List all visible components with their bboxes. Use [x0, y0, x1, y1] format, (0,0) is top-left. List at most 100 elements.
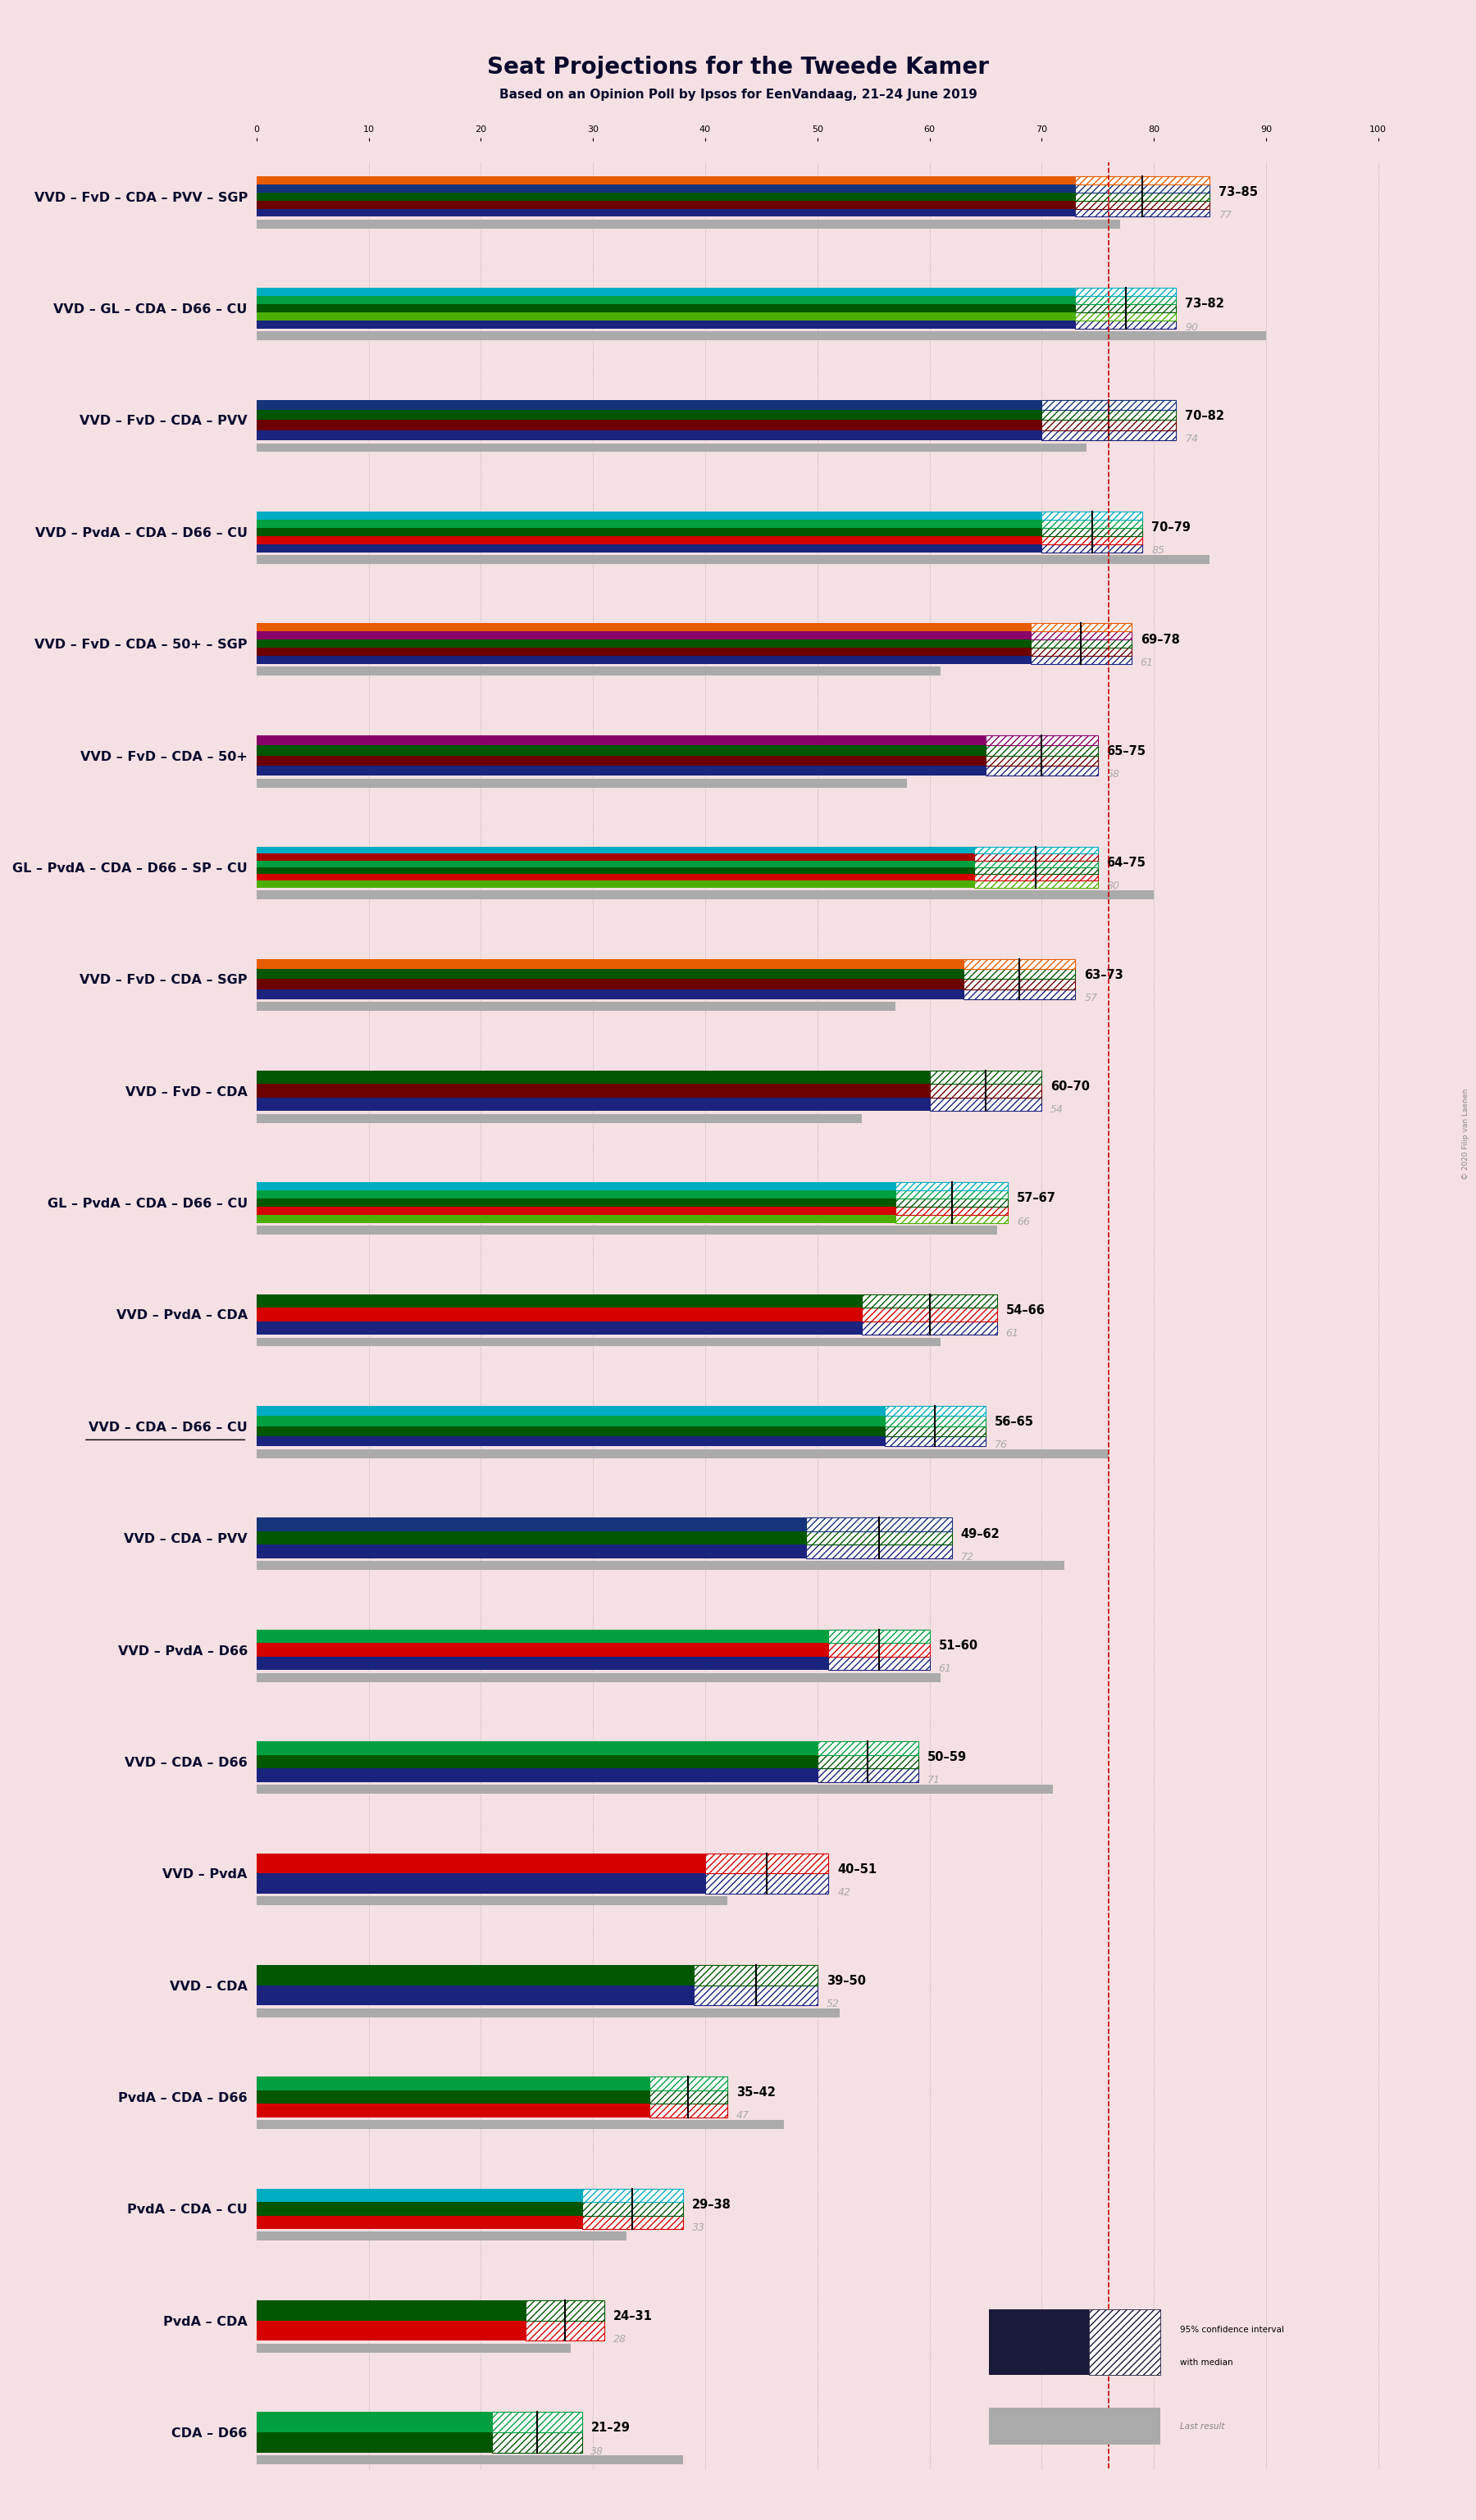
Bar	[257, 1872, 706, 1893]
Text: 85: 85	[1151, 544, 1165, 557]
Bar	[257, 1986, 694, 2006]
Bar	[974, 847, 1098, 854]
Text: 21–29: 21–29	[590, 2422, 630, 2434]
Text: 69–78: 69–78	[1141, 633, 1179, 645]
Bar	[257, 1215, 896, 1222]
Text: 70–79: 70–79	[1151, 522, 1191, 534]
Bar	[257, 512, 1042, 519]
Bar	[257, 2119, 784, 2129]
Bar	[989, 2308, 1089, 2374]
Bar	[862, 1295, 996, 1308]
Bar	[257, 2008, 840, 2016]
Bar	[818, 1769, 918, 1782]
Text: 90: 90	[1185, 323, 1199, 333]
Text: 35–42: 35–42	[737, 2087, 776, 2099]
Bar	[257, 867, 974, 874]
Bar	[257, 184, 1076, 192]
Bar	[257, 320, 1076, 328]
Bar	[862, 1320, 996, 1336]
Bar	[818, 1741, 918, 1754]
Bar	[986, 766, 1098, 776]
Bar	[1042, 421, 1176, 431]
Bar	[257, 655, 1030, 663]
Bar	[806, 1545, 952, 1557]
Bar	[257, 287, 1076, 297]
Bar	[896, 1189, 1008, 1200]
Text: 57: 57	[1085, 993, 1097, 1003]
Bar	[964, 968, 1076, 980]
Bar	[257, 1308, 862, 1320]
Bar	[884, 1416, 986, 1426]
Bar	[257, 330, 1266, 340]
Bar	[257, 554, 1210, 564]
Bar	[525, 2301, 604, 2321]
Bar	[257, 297, 1076, 305]
Bar	[1076, 184, 1210, 192]
Bar	[1030, 655, 1132, 663]
Bar	[257, 1545, 806, 1557]
Bar	[896, 1207, 1008, 1215]
Bar	[257, 1784, 1052, 1794]
Bar	[828, 1643, 930, 1656]
Bar	[649, 2089, 728, 2104]
Bar	[257, 202, 1076, 209]
Bar	[257, 1436, 884, 1446]
Bar	[257, 2233, 627, 2240]
Bar	[974, 854, 1098, 859]
Text: 65–75: 65–75	[1107, 746, 1145, 759]
Text: 40–51: 40–51	[837, 1862, 877, 1875]
Bar	[257, 1517, 806, 1532]
Bar	[828, 1630, 930, 1643]
Text: 28: 28	[613, 2334, 626, 2344]
Text: Seat Projections for the Tweede Kamer: Seat Projections for the Tweede Kamer	[487, 55, 989, 78]
Bar	[257, 990, 964, 1000]
Bar	[257, 1852, 706, 1872]
Bar	[257, 312, 1076, 320]
Bar	[1076, 305, 1176, 312]
Bar	[257, 622, 1030, 633]
Text: 47: 47	[737, 2112, 750, 2122]
Bar	[257, 854, 974, 859]
Bar	[257, 968, 964, 980]
Text: 29–38: 29–38	[692, 2197, 731, 2210]
Text: 51–60: 51–60	[939, 1641, 979, 1651]
Bar	[986, 746, 1098, 756]
Bar	[818, 1754, 918, 1769]
Bar	[1042, 431, 1176, 441]
Text: 42: 42	[837, 1887, 850, 1898]
Bar	[257, 1560, 1064, 1570]
Bar	[1076, 320, 1176, 328]
Bar	[257, 1295, 862, 1308]
Bar	[257, 648, 1030, 655]
Text: 38: 38	[590, 2447, 604, 2457]
Text: Based on an Opinion Poll by Ipsos for EenVandaag, 21–24 June 2019: Based on an Opinion Poll by Ipsos for Ee…	[499, 88, 977, 101]
Bar	[884, 1406, 986, 1416]
Bar	[582, 2202, 683, 2215]
Bar	[1076, 202, 1210, 209]
Bar	[525, 2321, 604, 2341]
Bar	[257, 411, 1042, 421]
Bar	[257, 1182, 896, 1189]
Bar	[257, 756, 986, 766]
Text: 49–62: 49–62	[961, 1527, 1001, 1540]
Bar	[257, 1207, 896, 1215]
Bar	[257, 431, 1042, 441]
Text: 60–70: 60–70	[1051, 1081, 1089, 1094]
Bar	[884, 1436, 986, 1446]
Bar	[257, 890, 1154, 900]
Bar	[257, 640, 1030, 648]
Text: 61: 61	[1005, 1328, 1018, 1338]
Bar	[1030, 648, 1132, 655]
Bar	[806, 1517, 952, 1532]
Text: 72: 72	[961, 1552, 974, 1562]
Bar	[257, 958, 964, 968]
Bar	[257, 1741, 818, 1754]
Bar	[257, 209, 1076, 217]
Text: 63–73: 63–73	[1085, 968, 1123, 980]
Bar	[257, 1643, 828, 1656]
Bar	[257, 2187, 582, 2202]
Bar	[930, 1071, 1042, 1084]
Text: 61: 61	[1141, 658, 1153, 668]
Bar	[257, 1114, 862, 1124]
Bar	[974, 859, 1098, 867]
